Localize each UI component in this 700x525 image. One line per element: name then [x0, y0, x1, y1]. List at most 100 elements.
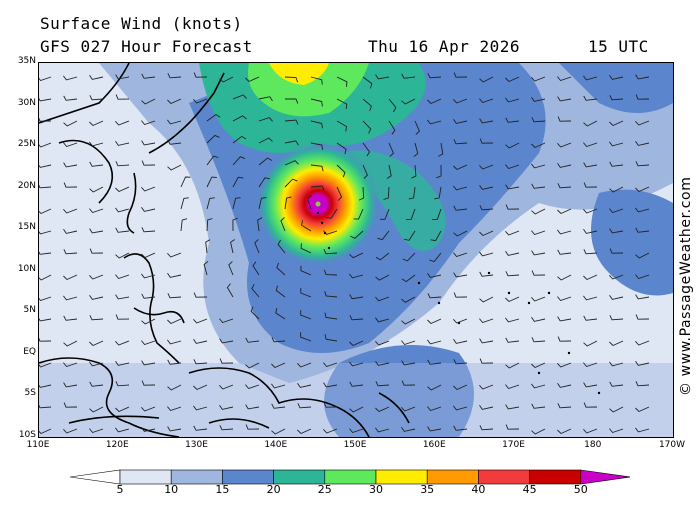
- wind-barb: [245, 337, 260, 343]
- wind-barb: [531, 208, 546, 215]
- wind-barb: [39, 274, 52, 281]
- wind-barb: [250, 306, 260, 320]
- wind-barb: [453, 98, 468, 104]
- wind-barb: [531, 142, 546, 149]
- wind-barb: [39, 76, 52, 82]
- wind-barb: [39, 230, 52, 235]
- wind-barb: [609, 406, 624, 413]
- wind-barb: [141, 120, 156, 126]
- wind-barb: [531, 163, 546, 169]
- wind-barb: [453, 405, 468, 411]
- wind-barb: [39, 296, 52, 302]
- wind-barb: [167, 164, 182, 171]
- wind-barb: [557, 274, 572, 281]
- wind-barb: [531, 270, 546, 276]
- wind-barb: [609, 295, 624, 300]
- wind-barb: [300, 265, 312, 276]
- wind-barb: [219, 318, 234, 324]
- forecast-label: GFS 027 Hour Forecast: [40, 37, 253, 56]
- forecast-time: 15 UTC: [588, 37, 649, 56]
- wind-barb: [63, 274, 78, 281]
- wind-barb: [635, 161, 650, 167]
- wind-barb: [427, 293, 442, 299]
- wind-barb: [115, 252, 130, 259]
- wind-barb: [479, 185, 494, 190]
- wind-barb: [531, 76, 546, 82]
- wind-barb: [219, 384, 234, 390]
- wind-barb: [167, 252, 182, 258]
- wind-barb: [141, 98, 156, 105]
- wind-barb: [401, 296, 416, 303]
- wind-barb: [609, 228, 624, 234]
- wind-barb: [377, 230, 390, 241]
- wind-barb: [609, 274, 624, 280]
- wind-barb: [583, 295, 598, 301]
- wind-barb: [609, 75, 624, 80]
- legend-swatch: [375, 469, 428, 485]
- wind-barb: [89, 228, 104, 234]
- wind-barb: [401, 380, 416, 386]
- wind-barb: [583, 162, 598, 168]
- wind-barb: [336, 142, 347, 155]
- wind-barb: [531, 317, 546, 322]
- wind-barb: [635, 314, 650, 320]
- legend-label: 10: [164, 483, 179, 496]
- wind-barb: [609, 141, 624, 147]
- wind-barb: [362, 120, 372, 134]
- wind-barb: [232, 197, 241, 210]
- wind-barb: [280, 217, 286, 232]
- wind-barb: [115, 427, 130, 433]
- lat-label: 25N: [17, 139, 36, 150]
- wind-barb: [285, 98, 299, 104]
- wind-barb: [386, 164, 392, 179]
- legend-swatch: [324, 469, 377, 485]
- lon-label: 150E: [343, 440, 367, 450]
- forecast-date: Thu 16 Apr 2026: [368, 37, 520, 56]
- wind-barb: [258, 157, 273, 166]
- wind-barb: [505, 230, 520, 236]
- wind-map[interactable]: [38, 62, 674, 438]
- wind-barb: [284, 140, 299, 146]
- wind-barb: [323, 428, 338, 434]
- wind-barb: [531, 296, 546, 302]
- wind-barb: [271, 403, 286, 409]
- wind-barb: [479, 358, 494, 364]
- wind-barb: [258, 197, 267, 210]
- wind-barb: [39, 142, 52, 148]
- wind-barb: [583, 274, 598, 281]
- wind-barb: [336, 98, 348, 110]
- wind-barb: [453, 425, 468, 431]
- wind-barb: [427, 98, 442, 105]
- wind-barb: [635, 406, 650, 413]
- wind-barb: [479, 296, 494, 303]
- wind-barb: [427, 73, 442, 79]
- wind-barb: [453, 339, 468, 344]
- wind-barb: [167, 119, 182, 125]
- wind-barb: [336, 186, 343, 201]
- wind-barb: [89, 75, 104, 80]
- wind-barb: [505, 164, 520, 170]
- wind-barb: [219, 425, 234, 431]
- wind-barb: [408, 186, 416, 200]
- wind-barb: [89, 361, 104, 367]
- wind-barb: [505, 204, 520, 210]
- wind-barb: [557, 116, 572, 122]
- lat-label: EQ: [23, 346, 36, 357]
- wind-barb: [180, 176, 191, 188]
- wind-barb: [300, 332, 312, 342]
- wind-barb: [271, 337, 286, 343]
- wind-barb: [427, 119, 442, 125]
- wind-barb: [297, 403, 312, 409]
- wind-barb: [635, 381, 650, 387]
- wind-barb: [375, 381, 390, 387]
- legend-colorbar: [70, 469, 630, 485]
- wind-barb: [380, 208, 390, 220]
- wind-barb: [141, 427, 156, 432]
- wind-barb: [531, 183, 546, 189]
- wind-barb: [557, 383, 572, 388]
- wind-barb: [479, 425, 494, 431]
- wind-barb: [557, 229, 572, 235]
- wind-barb: [271, 362, 286, 369]
- wind-barb: [193, 72, 208, 78]
- wind-barb: [402, 252, 416, 262]
